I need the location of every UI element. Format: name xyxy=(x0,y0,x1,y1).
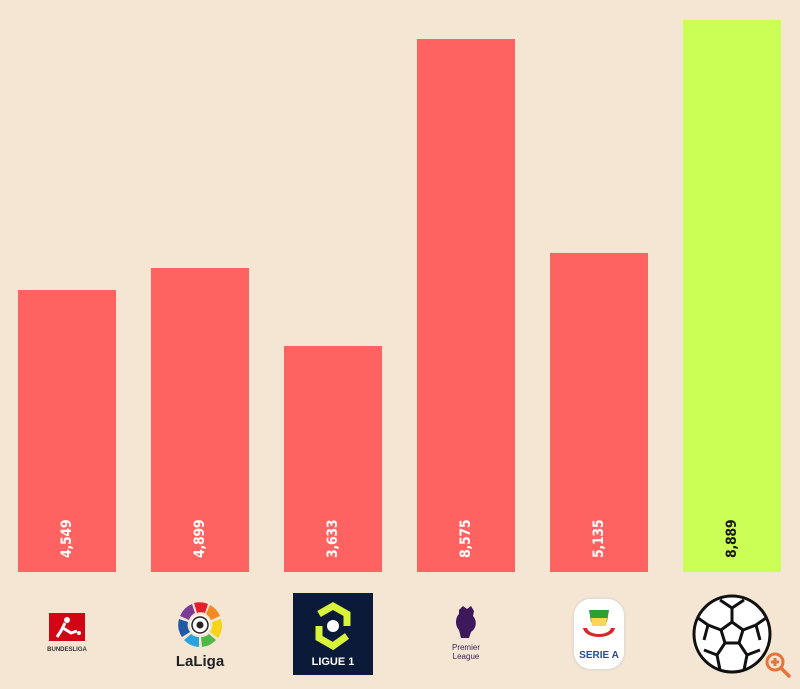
bar-football: 8,889 xyxy=(683,20,781,572)
bar-value-label: 8,575 xyxy=(458,519,474,558)
football-icon xyxy=(683,594,781,674)
bar-value-label: 4,549 xyxy=(59,519,75,558)
svg-text:SERIE A: SERIE A xyxy=(579,650,619,661)
laliga-logo: LaLiga xyxy=(151,598,249,670)
svg-text:League: League xyxy=(453,652,480,661)
bar-serie-a: 5,135 xyxy=(550,253,648,572)
bar-bundesliga: 4,549 xyxy=(18,290,116,572)
serie-a-logo: SERIE A xyxy=(550,597,648,671)
bar-value-label: 3,633 xyxy=(325,519,341,558)
ligue1-logo: LIGUE 1 xyxy=(284,593,382,675)
zoom-in-icon[interactable] xyxy=(764,651,792,679)
bundesliga-logo: BUNDESLIGA xyxy=(18,598,116,670)
bar-value-label: 8,889 xyxy=(724,519,740,558)
bar-value-label: 5,135 xyxy=(591,519,607,558)
svg-text:Premier: Premier xyxy=(452,643,480,652)
svg-text:BUNDESLIGA: BUNDESLIGA xyxy=(47,647,87,653)
bar-value-label: 4,899 xyxy=(192,519,208,558)
bar-ligue-1: 3,633 xyxy=(284,346,382,572)
svg-text:LIGUE 1: LIGUE 1 xyxy=(312,656,355,668)
bar-premier-league: 8,575 xyxy=(417,39,515,572)
svg-text:LaLiga: LaLiga xyxy=(176,653,225,670)
bar-laliga: 4,899 xyxy=(151,268,249,572)
premier-league-logo: Premier League xyxy=(417,598,515,670)
